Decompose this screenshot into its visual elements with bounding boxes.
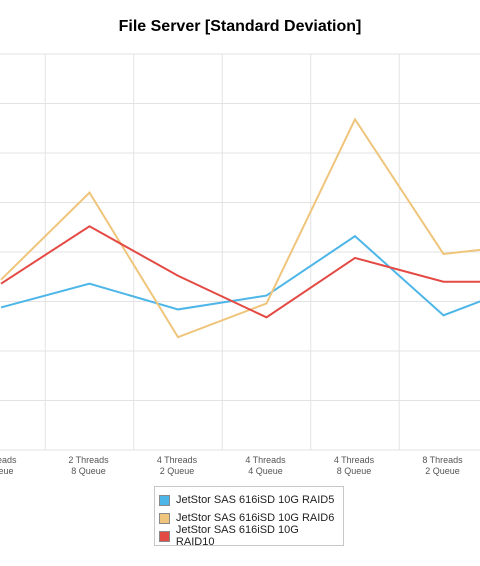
x-tick-label: 4 Threads 8 Queue (334, 455, 375, 476)
series-line-1 (0, 117, 480, 339)
legend-label-raid5: JetStor SAS 616iSD 10G RAID5 (176, 494, 335, 506)
series-line-0 (0, 234, 480, 317)
legend: JetStor SAS 616iSD 10G RAID5 JetStor SAS… (154, 486, 344, 548)
x-tick-label: ThreadsQueue (0, 455, 17, 476)
chart-title: File Server [Standard Deviation] (118, 18, 362, 35)
legend-swatch-raid10 (159, 530, 170, 542)
x-tick-label: 4 Threads 4 Queue (245, 455, 286, 476)
legend-item-raid10[interactable]: JetStor SAS 616iSD 10G RAID10 (159, 524, 339, 548)
legend-swatch-raid5 (159, 494, 170, 506)
x-tick-label: 8 Threads 2 Queue (422, 455, 463, 476)
gridlines (0, 53, 480, 451)
series-line-2 (0, 225, 480, 319)
legend-label-raid10: JetStor SAS 616iSD 10G RAID10 (175, 524, 299, 548)
x-tick-label: 4 Threads 2 Queue (157, 455, 198, 476)
legend-swatch-raid6 (159, 512, 170, 524)
x-tick-label: 2 Threads 8 Queue (68, 455, 109, 476)
legend-item-raid6[interactable]: JetStor SAS 616iSD 10G RAID6 (159, 509, 339, 527)
series-lines (0, 117, 480, 339)
legend-item-raid5[interactable]: JetStor SAS 616iSD 10G RAID5 (159, 491, 339, 509)
legend-label-raid6: JetStor SAS 616iSD 10G RAID6 (176, 512, 335, 524)
